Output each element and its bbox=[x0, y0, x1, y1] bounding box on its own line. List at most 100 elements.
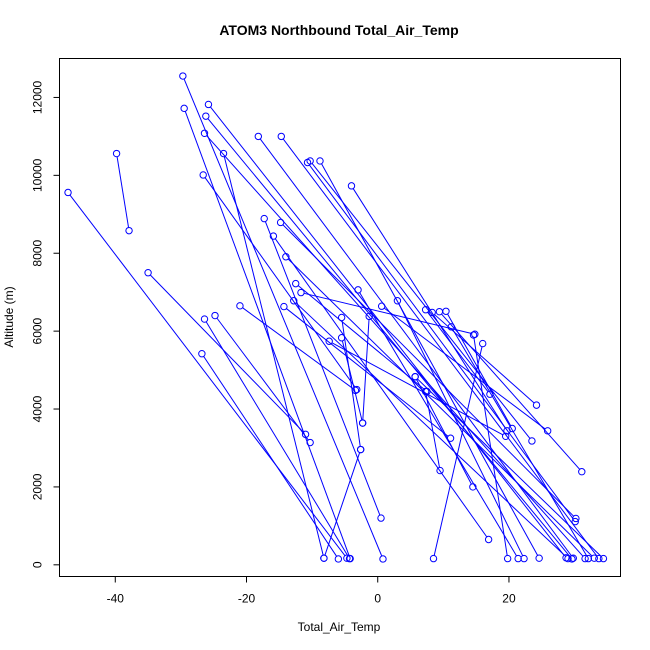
series-line bbox=[324, 452, 361, 556]
series-line bbox=[207, 118, 571, 557]
data-point bbox=[301, 430, 310, 439]
data-point bbox=[503, 554, 512, 563]
data-point bbox=[297, 288, 305, 297]
series-line bbox=[321, 163, 539, 556]
data-point bbox=[599, 554, 608, 563]
data-point bbox=[564, 554, 572, 563]
data-point bbox=[379, 555, 387, 563]
profile-series bbox=[198, 350, 343, 563]
data-point bbox=[469, 483, 477, 491]
data-point bbox=[199, 171, 207, 179]
series-line bbox=[295, 302, 567, 557]
profile-series bbox=[325, 337, 510, 440]
series-line bbox=[287, 258, 593, 557]
series-line bbox=[473, 338, 508, 556]
series-line bbox=[383, 307, 546, 430]
data-point bbox=[269, 232, 278, 240]
x-tick-label: -40 bbox=[107, 592, 125, 606]
profile-series bbox=[64, 188, 351, 562]
data-point bbox=[471, 330, 479, 338]
data-point bbox=[236, 302, 244, 310]
series-line bbox=[116, 156, 130, 228]
data-point bbox=[436, 466, 444, 475]
data-point bbox=[112, 149, 121, 158]
data-point bbox=[282, 253, 290, 261]
series-line bbox=[282, 224, 574, 517]
data-point bbox=[421, 387, 430, 396]
series-line bbox=[274, 238, 488, 538]
profile-series bbox=[411, 373, 608, 563]
profile-series bbox=[112, 149, 133, 235]
data-point bbox=[572, 514, 580, 523]
profile-series bbox=[421, 387, 444, 475]
series-line bbox=[425, 394, 440, 468]
series-line bbox=[362, 319, 370, 420]
series-line bbox=[311, 163, 531, 439]
series-line bbox=[203, 356, 338, 557]
y-tick-label: 6000 bbox=[31, 317, 45, 344]
series-line bbox=[309, 164, 574, 520]
data-point bbox=[254, 132, 263, 141]
data-point bbox=[469, 331, 478, 339]
data-point bbox=[365, 312, 373, 321]
profile-series bbox=[337, 334, 367, 427]
series-line bbox=[417, 378, 602, 557]
data-point bbox=[200, 129, 209, 137]
profile-series bbox=[447, 323, 593, 563]
data-point bbox=[292, 279, 300, 288]
data-point bbox=[501, 432, 510, 440]
data-point bbox=[571, 517, 579, 526]
profile-series bbox=[204, 100, 570, 562]
series-line bbox=[341, 340, 363, 421]
data-point bbox=[347, 182, 356, 190]
data-point bbox=[316, 157, 324, 165]
profile-series bbox=[199, 171, 361, 394]
data-point bbox=[584, 554, 593, 563]
data-point bbox=[290, 297, 298, 305]
profile-series bbox=[179, 72, 387, 563]
profile-series bbox=[393, 297, 528, 563]
y-tick-label: 10000 bbox=[31, 158, 45, 192]
data-point bbox=[581, 554, 589, 563]
data-point bbox=[325, 337, 333, 345]
profile-series bbox=[297, 288, 479, 338]
data-point bbox=[144, 269, 152, 277]
data-point bbox=[421, 306, 430, 314]
series-line bbox=[352, 188, 506, 429]
profile-series bbox=[254, 132, 577, 562]
profile-series bbox=[429, 339, 487, 563]
data-point bbox=[508, 424, 516, 433]
y-tick-label: 2000 bbox=[31, 473, 45, 500]
data-point bbox=[306, 438, 314, 447]
y-axis: 0 2000 4000 6000 8000 10000 12000 bbox=[31, 80, 60, 568]
series-line bbox=[286, 308, 449, 437]
series-line bbox=[264, 221, 381, 516]
data-point bbox=[202, 112, 210, 120]
series-line bbox=[297, 285, 425, 390]
profile-series bbox=[276, 218, 580, 523]
data-point bbox=[428, 308, 436, 317]
data-point bbox=[219, 149, 228, 158]
data-point bbox=[277, 132, 285, 141]
profile-series bbox=[144, 269, 310, 439]
x-tick-label: 0 bbox=[374, 592, 381, 606]
data-point bbox=[358, 419, 367, 427]
profile-series bbox=[306, 157, 536, 445]
data-point bbox=[211, 311, 219, 320]
series-line bbox=[359, 292, 517, 557]
data-point bbox=[356, 445, 365, 454]
profile-series bbox=[211, 311, 314, 447]
series-line bbox=[69, 194, 346, 556]
profile-series bbox=[200, 315, 354, 563]
x-axis: -40 -20 0 20 bbox=[107, 576, 516, 606]
data-point bbox=[337, 334, 346, 342]
data-point bbox=[595, 554, 603, 563]
data-point bbox=[535, 554, 543, 562]
series-line bbox=[416, 379, 472, 485]
series-line bbox=[341, 320, 361, 447]
series-line bbox=[242, 307, 354, 389]
x-tick-label: -20 bbox=[238, 592, 256, 606]
profile-series bbox=[269, 232, 493, 544]
series-line bbox=[434, 314, 535, 404]
